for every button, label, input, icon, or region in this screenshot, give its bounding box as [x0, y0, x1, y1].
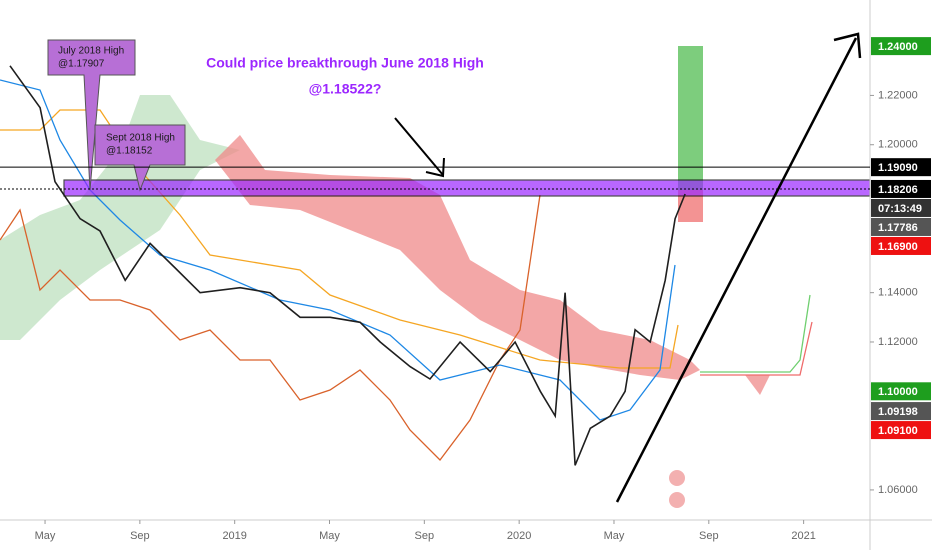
price-label-box: [871, 421, 931, 440]
x-tick-label: 2020: [507, 530, 531, 542]
annotation-line: @1.17907: [58, 59, 105, 70]
future-span: [700, 294, 811, 373]
price-label-box: [871, 179, 931, 198]
y-tick-label: 1.12000: [878, 336, 918, 348]
y-tick-label: 1.06000: [878, 484, 918, 496]
price-label: 1.19090: [878, 162, 918, 174]
price-label-box: [871, 402, 931, 421]
countdown-box: [871, 198, 931, 217]
target-zone: [678, 46, 703, 190]
callout-sept: [94, 124, 186, 192]
pointer-arrow: [394, 117, 444, 176]
price-label-box: [871, 236, 931, 255]
price-label: 1.10000: [878, 386, 918, 398]
x-tick-label: 2021: [791, 530, 815, 542]
countdown: 07:13:49: [878, 203, 922, 215]
price-label: 1.09198: [878, 406, 918, 418]
x-tick-label: Sep: [699, 530, 719, 542]
base-line: [0, 109, 679, 369]
cloud-red-small: [745, 375, 770, 395]
future-span-red: [700, 321, 813, 376]
x-tick-label: May: [319, 530, 340, 542]
price-label: 1.17786: [878, 222, 918, 234]
pointer-arrow-head: [425, 157, 445, 178]
lagging-span: [0, 194, 541, 461]
annotation-line: @1.18152: [106, 146, 153, 157]
event-icon: [669, 492, 685, 508]
chart-title: Could price breakthrough June 2018 High: [206, 55, 484, 71]
x-tick-label: Sep: [130, 530, 150, 542]
x-tick-label: Sep: [415, 530, 435, 542]
price-label-box: [871, 158, 931, 177]
price-label: 1.16900: [878, 241, 918, 253]
resistance-zone: [63, 179, 871, 197]
annotation-line: July 2018 High: [58, 46, 124, 57]
x-tick-label: May: [604, 530, 625, 542]
price-label: 1.18206: [878, 184, 918, 196]
event-icon: [669, 470, 685, 486]
price-line: [9, 65, 686, 466]
trend-arrow: [615, 37, 858, 503]
x-tick-label: 2019: [222, 530, 246, 542]
y-tick-label: 1.22000: [878, 89, 918, 101]
price-label-box: [871, 37, 931, 56]
price-label: 1.24000: [878, 41, 918, 53]
chart-subtitle: @1.18522?: [309, 81, 382, 97]
price-label-box: [871, 382, 931, 401]
price-label-box: [871, 217, 931, 236]
cloud-red: [215, 135, 700, 380]
price-label: 1.09100: [878, 425, 918, 437]
trend-arrow-head: [833, 32, 862, 59]
x-tick-label: May: [35, 530, 56, 542]
y-tick-label: 1.14000: [878, 287, 918, 299]
y-tick-label: 1.20000: [878, 139, 918, 151]
annotation-line: Sept 2018 High: [106, 133, 175, 144]
